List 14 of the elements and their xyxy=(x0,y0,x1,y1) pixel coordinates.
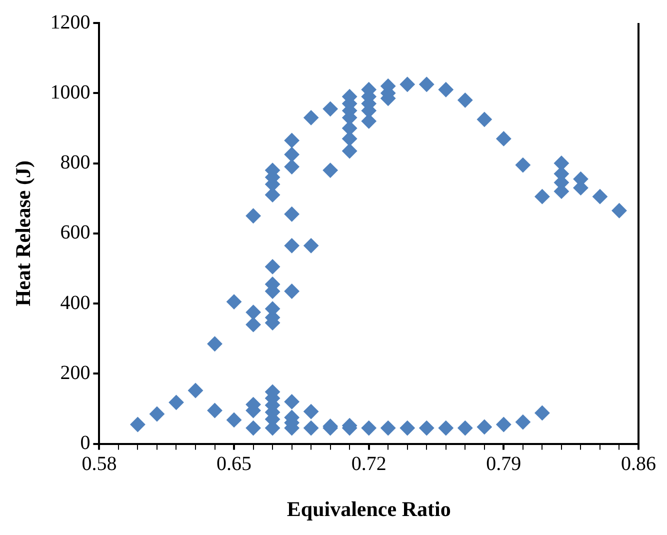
y-tick-label: 800 xyxy=(60,152,90,174)
y-tick-label: 0 xyxy=(80,432,90,454)
y-axis-title: Heat Release (J) xyxy=(11,160,36,306)
y-tick-label: 400 xyxy=(60,292,90,314)
y-tick-label: 1000 xyxy=(50,81,90,104)
x-tick-label: 0.58 xyxy=(82,453,117,476)
x-tick-label: 0.79 xyxy=(486,453,522,476)
y-tick-label: 1200 xyxy=(50,11,90,34)
x-tick-label: 0.65 xyxy=(216,453,252,476)
x-tick-label: 0.86 xyxy=(621,453,656,476)
y-tick-label: 600 xyxy=(60,222,90,244)
x-axis-title: Equivalence Ratio xyxy=(286,496,451,521)
y-tick-label: 200 xyxy=(60,362,90,384)
x-tick-label: 0.72 xyxy=(351,453,386,476)
